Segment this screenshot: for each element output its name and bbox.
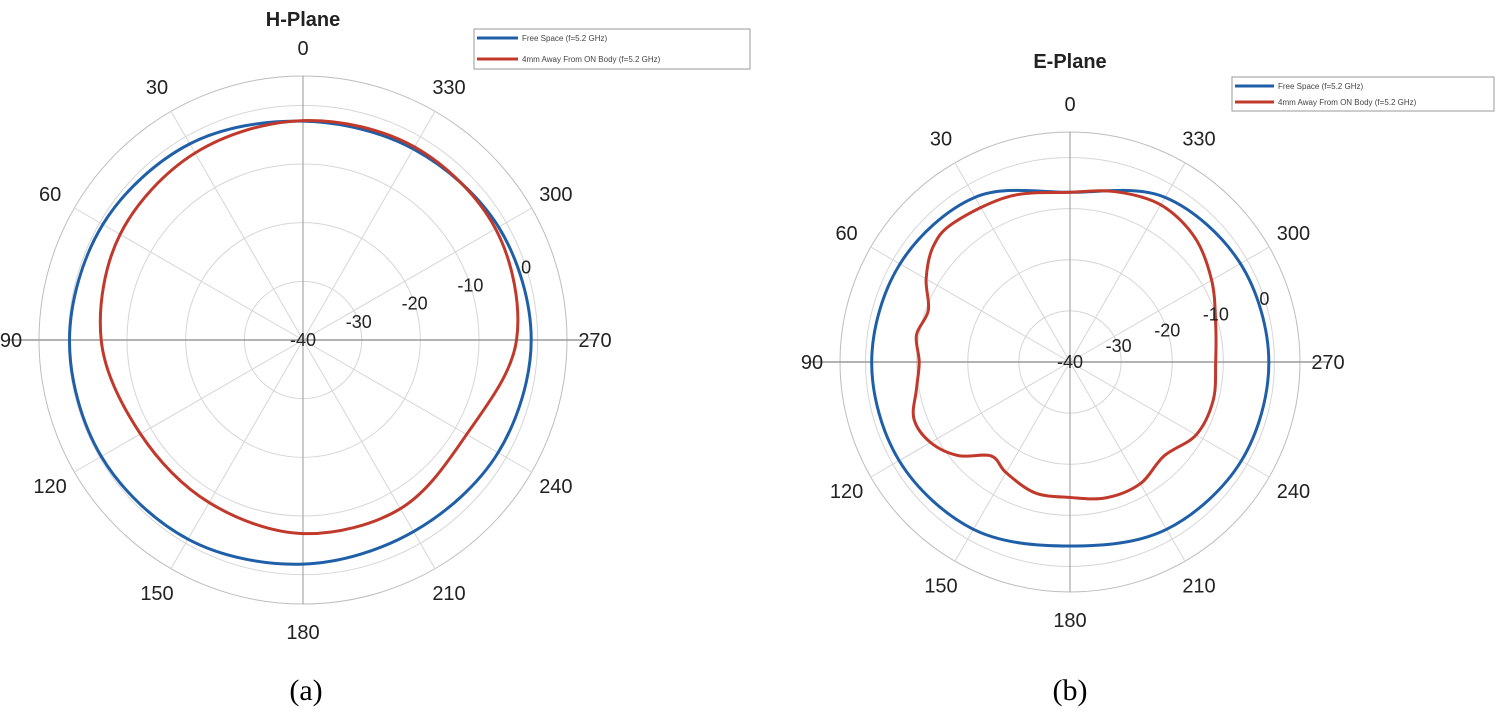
e-plane-r-label-30: -30 (1106, 336, 1132, 356)
e-plane-angle-label-150: 150 (924, 575, 957, 597)
e-plane-series-free-space (870, 188, 1271, 548)
h-plane-spoke-60 (74, 207, 304, 341)
h-plane-series-on-body (98, 119, 520, 536)
e-plane-polar-grid (810, 131, 1330, 593)
e-plane-angle-label-0: 0 (1064, 94, 1075, 116)
e-plane-angle-label-330: 330 (1182, 129, 1215, 151)
h-plane-spoke-150 (170, 339, 304, 569)
e-plane-legend-label-free-space: Free Space (f=5.2 GHz) (1278, 82, 1363, 91)
e-plane-angle-label-180: 180 (1053, 610, 1086, 632)
h-plane-angle-label-330: 330 (432, 77, 465, 99)
e-plane-labels: 0 30 60 90 120 150 180 210 240 270 300 330 -40 -30 -20… (801, 94, 1345, 632)
e-plane-spoke-210 (1069, 361, 1186, 562)
e-plane-panel-label: (b) (1053, 674, 1088, 707)
e-plane-angle-label-30: 30 (930, 129, 952, 151)
h-plane-r-label-0: 0 (521, 257, 531, 277)
h-plane-angle-label-270: 270 (578, 330, 611, 352)
h-plane-title: H-Plane (266, 9, 340, 31)
h-plane-r-label-20: -20 (402, 294, 428, 314)
h-plane-angle-label-30: 30 (146, 77, 168, 99)
h-plane-angle-label-150: 150 (140, 583, 173, 605)
h-plane-series (68, 119, 533, 566)
h-plane-spoke-300 (302, 207, 532, 341)
h-plane-angle-label-0: 0 (297, 38, 308, 60)
e-plane-angle-label-270: 270 (1311, 352, 1344, 374)
h-plane-legend-box (473, 28, 751, 70)
e-plane-angle-label-300: 300 (1277, 223, 1310, 245)
h-plane-legend-label-on-body: 4mm Away From ON Body (f=5.2 GHz) (522, 55, 661, 64)
h-plane-r-label-30: -30 (346, 312, 372, 332)
e-plane-chart: 0 30 60 90 120 150 180 210 240 270 300 330 -40 -30 -20… (801, 51, 1495, 707)
e-plane-title: E-Plane (1033, 51, 1106, 73)
h-plane-legend-label-free-space: Free Space (f=5.2 GHz) (522, 34, 607, 43)
e-plane-angle-label-60: 60 (835, 223, 857, 245)
e-plane-series (870, 188, 1271, 548)
h-plane-labels: 0 30 60 90 120 150 180 210 240 270 300 330 -40 -30 -20… (0, 38, 612, 644)
h-plane-angle-label-60: 60 (39, 184, 61, 206)
h-plane-angle-label-90: 90 (0, 330, 22, 352)
e-plane-legend: Free Space (f=5.2 GHz) 4mm Away From ON … (1231, 76, 1495, 112)
e-plane-spoke-120 (870, 361, 1071, 478)
h-plane-panel-label: (a) (289, 674, 322, 707)
h-plane-r-label-10: -10 (457, 276, 483, 296)
e-plane-r-label-10: -10 (1203, 305, 1229, 325)
h-plane-spoke-120 (74, 339, 304, 473)
h-plane-angle-label-240: 240 (539, 476, 572, 498)
h-plane-angle-label-210: 210 (432, 583, 465, 605)
e-plane-angle-label-240: 240 (1277, 481, 1310, 503)
e-plane-angle-label-210: 210 (1182, 575, 1215, 597)
e-plane-spoke-150 (954, 361, 1071, 562)
h-plane-angle-label-120: 120 (33, 476, 66, 498)
e-plane-r-label-20: -20 (1154, 320, 1180, 340)
h-plane-series-free-space (68, 119, 533, 566)
e-plane-spoke-240 (1069, 361, 1270, 478)
e-plane-spoke-300 (1069, 246, 1270, 363)
e-plane-r-label-0: 0 (1259, 289, 1269, 309)
e-plane-r-label-40: -40 (1057, 352, 1083, 372)
e-plane-series-on-body (911, 189, 1218, 501)
e-plane-legend-box (1231, 76, 1495, 112)
h-plane-spoke-240 (302, 339, 532, 473)
e-plane-spoke-30 (954, 162, 1071, 363)
e-plane-spoke-60 (870, 246, 1071, 363)
h-plane-chart: 0 30 60 90 120 150 180 210 240 270 300 330 -40 -30 -20… (0, 9, 751, 707)
e-plane-angle-label-90: 90 (801, 352, 823, 374)
h-plane-polar-grid (9, 75, 597, 605)
h-plane-spoke-30 (170, 111, 304, 341)
e-plane-spoke-330 (1069, 162, 1186, 363)
h-plane-r-label-40: -40 (290, 330, 316, 350)
h-plane-angle-label-180: 180 (286, 622, 319, 644)
h-plane-angle-label-300: 300 (539, 184, 572, 206)
h-plane-legend: Free Space (f=5.2 GHz) 4mm Away From ON … (473, 28, 751, 70)
e-plane-angle-label-120: 120 (830, 481, 863, 503)
e-plane-legend-label-on-body: 4mm Away From ON Body (f=5.2 GHz) (1278, 98, 1417, 107)
